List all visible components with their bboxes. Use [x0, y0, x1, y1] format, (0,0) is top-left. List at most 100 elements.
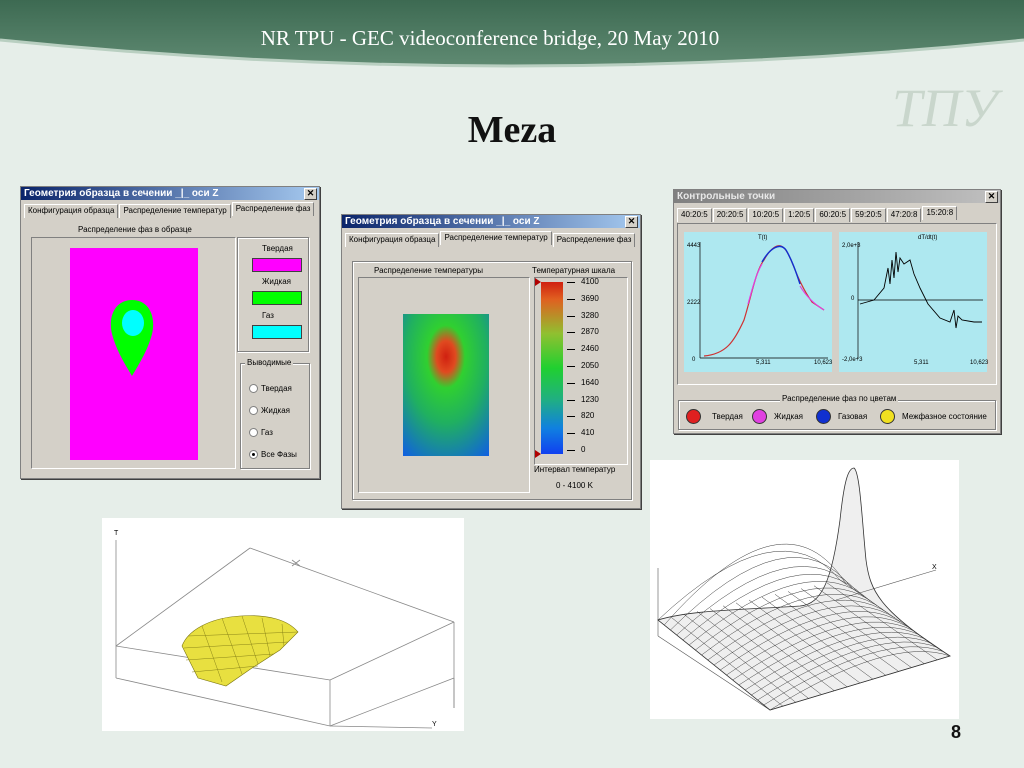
wireframe-line [761, 596, 873, 680]
scale-tick [567, 315, 575, 317]
wireframe-line [707, 599, 890, 661]
wireframe-line [748, 599, 861, 684]
wireframe-line [738, 626, 920, 686]
legend-interphase-label: Межфазное состояние [902, 412, 987, 421]
wireframe-line [670, 557, 853, 631]
tab-temperature-distribution[interactable]: Распределение температур [440, 231, 552, 245]
scale-tick-label: 1640 [581, 377, 599, 387]
radio-gas[interactable] [249, 428, 258, 437]
scale-tick-label: 4100 [581, 277, 599, 286]
phase-color-legend-title: Распределение фаз по цветам [780, 394, 899, 403]
axis-x-label: X [932, 564, 937, 571]
plot1-y-mid: 2222 [687, 300, 701, 306]
scale-tick [567, 298, 575, 300]
legend-solid-label: Твердая [712, 412, 743, 421]
temperature-scale-panel: 4100 3690 3280 2870 2460 2050 1640 1230 820 410 0 [534, 277, 628, 465]
tab-control-point[interactable]: 59:20:5 [851, 208, 886, 222]
tab-sample-config[interactable]: Конфигурация образца [24, 204, 119, 218]
wireframe-line [709, 608, 822, 695]
wireframe-line [682, 574, 865, 641]
page-number: 8 [950, 722, 961, 742]
axis-t-label: T [114, 530, 119, 537]
radio-all-phases[interactable] [249, 450, 258, 459]
tab-control-point[interactable]: 40:20:5 [677, 208, 712, 222]
wireframe-line [839, 579, 951, 657]
control-plots-curves [699, 242, 983, 359]
scale-tick-label: 820 [581, 411, 595, 421]
radio-all-phases-label: Все Фазы [261, 450, 297, 459]
scale-pointer-bottom-icon [535, 450, 541, 458]
legend-interphase-dot [880, 409, 895, 424]
wireframe-line [701, 593, 883, 656]
close-icon[interactable]: ✕ [985, 191, 998, 203]
close-icon[interactable]: ✕ [304, 188, 317, 200]
plot1-x-mid: 5,311 [756, 360, 771, 366]
phase-window-titlebar[interactable]: Геометрия образца в сечении _|_ оси Z ✕ [21, 187, 319, 200]
radio-liquid-label: Жидкая [261, 406, 290, 415]
wireframe-line [769, 651, 951, 711]
phase-plot-panel: Распределение фаз в образце [31, 225, 236, 469]
tab-phase-distribution[interactable]: Распределение фаз [552, 233, 636, 247]
output-group: Выводимые Твердая Жидкая Газ Все Фазы [240, 358, 310, 469]
tab-phase-distribution[interactable]: Распределение фаз [231, 202, 315, 216]
temperature-color-bar [541, 282, 563, 454]
scale-tick [567, 399, 575, 401]
scale-tick [567, 349, 575, 351]
header-title: NR TPU - GEC videoconference bridge, 20 … [260, 26, 720, 50]
scale-tick [567, 282, 575, 283]
legend-gas-dot [816, 409, 831, 424]
plot1-y-bot: 0 [692, 357, 696, 363]
wireframe-line [676, 566, 859, 636]
legend-liquid-swatch [252, 291, 302, 305]
temperature-interval-value: 0 - 4100 K [556, 481, 593, 490]
temperature-window[interactable]: Геометрия образца в сечении _|_ оси Z ✕ … [341, 214, 641, 509]
radio-solid[interactable] [249, 384, 258, 393]
wireframe-line [713, 605, 896, 666]
control-plots-panel: T(t) 4443 2222 0 5,311 10,623 dT/dt(t) 2… [677, 223, 997, 385]
temperature-scale-title: Температурная шкала [532, 266, 616, 275]
close-icon[interactable]: ✕ [625, 216, 638, 228]
wireframe-line [763, 646, 944, 706]
control-points-window[interactable]: Контрольные точки ✕ 40:20:5 20:20:5 10:20:… [673, 189, 1001, 434]
wireframe-line [664, 543, 847, 626]
temperature-interval-label: Интервал температур [534, 465, 616, 474]
header-banner [0, 0, 1024, 68]
scale-tick [567, 433, 575, 435]
control-points-title: Контрольные точки [677, 191, 776, 202]
phase-distribution-image [70, 248, 198, 460]
temperature-window-titlebar[interactable]: Геометрия образца в сечении _|_ оси Z ✕ [342, 215, 640, 228]
phase-legend-group: Твердая Жидкая Газ [237, 237, 309, 352]
tab-control-point[interactable]: 47:20:8 [886, 208, 922, 222]
wireframe-line [696, 611, 809, 699]
scale-pointer-top-icon [535, 278, 541, 286]
tab-control-point[interactable]: 60:20:5 [815, 208, 851, 222]
wireframe-line [757, 641, 938, 701]
tab-sample-config[interactable]: Конфигурация образца [345, 233, 440, 247]
scale-tick [567, 416, 575, 418]
radio-liquid[interactable] [249, 406, 258, 415]
scale-tick-label: 1230 [581, 394, 599, 404]
tab-control-point[interactable]: 1:20:5 [784, 208, 815, 222]
tab-control-point[interactable]: 10:20:5 [748, 208, 784, 222]
phase-window[interactable]: Геометрия образца в сечении _|_ оси Z ✕ … [20, 186, 320, 479]
tab-temperature-distribution[interactable]: Распределение температур [119, 204, 231, 218]
plot1-title: T(t) [758, 235, 768, 241]
scale-tick-label: 410 [581, 428, 595, 438]
wireframe-line [722, 605, 835, 691]
scale-tick [567, 332, 575, 334]
slide-title: Meza [467, 109, 557, 151]
output-group-label: Выводимые [245, 358, 294, 367]
tab-control-point[interactable]: 20:20:5 [712, 208, 748, 222]
temperature-field-image [403, 314, 489, 456]
tab-control-point[interactable]: 15:20:8 [922, 206, 958, 220]
plot2-y-bot: -2,0e+3 [842, 357, 863, 363]
wireframe-surface-plot: X [650, 460, 959, 719]
derivative-time-plot [839, 232, 987, 372]
scale-tick-label: 2870 [581, 327, 599, 337]
legend-liquid-label: Жидкая [262, 277, 291, 286]
scale-tick-label: 0 [581, 445, 586, 454]
control-points-titlebar[interactable]: Контрольные точки ✕ [674, 190, 1000, 203]
scale-tick-label: 3280 [581, 310, 599, 320]
temperature-plot-title: Распределение температуры [374, 266, 483, 275]
legend-gas-label: Газ [262, 311, 274, 320]
